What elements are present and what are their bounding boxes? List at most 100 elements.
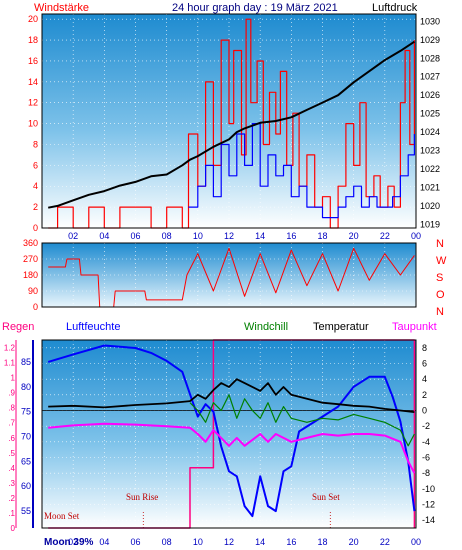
- x-tick-label: 06: [130, 537, 140, 547]
- rain-tick-label: 1: [11, 374, 16, 383]
- rain-tick-label: .2: [8, 494, 15, 503]
- x-tick-label: 20: [349, 537, 359, 547]
- humidity-axis-ticks: 55 60 65 70 75 80 85: [21, 357, 31, 516]
- windchill-line: [189, 394, 415, 447]
- x-tick-label: 12: [224, 537, 234, 547]
- x-tick-label: 14: [255, 537, 265, 547]
- x-tick-label: 20: [349, 231, 359, 241]
- sun-rise-annotation: Sun Rise: [126, 492, 158, 502]
- rain-tick-label: .7: [8, 419, 15, 428]
- wind-panel-x-ticks: 02 04 06 08 10 12 14 16 18 20 22 00: [68, 231, 421, 241]
- wind-tick-label: 10: [28, 119, 38, 129]
- compass-letter: N: [436, 238, 444, 250]
- pressure-tick-label: 1020: [420, 201, 440, 211]
- rain-tick-label: .9: [8, 389, 15, 398]
- windchill-label: Windchill: [244, 321, 288, 333]
- direction-tick-label: 270: [23, 254, 38, 264]
- x-tick-label: 10: [193, 537, 203, 547]
- x-tick-label: 04: [99, 537, 109, 547]
- rain-tick-label: 0: [11, 524, 16, 533]
- wind-tick-label: 8: [33, 139, 38, 149]
- header-right-label: Luftdruck: [372, 2, 418, 14]
- pressure-tick-label: 1028: [420, 53, 440, 63]
- x-tick-label: 18: [317, 231, 327, 241]
- x-tick-label: 08: [162, 537, 172, 547]
- direction-axis-ticks: 0 90 180 270 360: [23, 238, 38, 312]
- pressure-tick-label: 1026: [420, 90, 440, 100]
- pressure-tick-label: 1022: [420, 164, 440, 174]
- wind-direction-line: [48, 247, 415, 308]
- x-tick-label: 16: [286, 231, 296, 241]
- humidity-line: [47, 344, 416, 518]
- rain-label: Regen: [2, 321, 34, 333]
- x-tick-label: 00: [411, 231, 421, 241]
- temperature-axis-ticks: 8 6 4 2 0 -2 -4 -6 -8 -10 -12 -14: [422, 343, 435, 525]
- pressure-tick-label: 1023: [420, 146, 440, 156]
- header-left-label: Windstärke: [34, 2, 89, 14]
- temperature-tick-label: 0: [422, 406, 427, 416]
- x-tick-label: 18: [317, 537, 327, 547]
- direction-tick-label: 180: [23, 270, 38, 280]
- humidity-tick-label: 65: [21, 456, 31, 466]
- pressure-tick-label: 1024: [420, 127, 440, 137]
- x-tick-label: 08: [162, 231, 172, 241]
- wind-tick-label: 18: [28, 35, 38, 45]
- sun-set-annotation: Sun Set: [312, 492, 340, 502]
- pressure-tick-label: 1019: [420, 219, 440, 229]
- compass-letter: S: [436, 272, 443, 284]
- x-tick-label: 22: [380, 537, 390, 547]
- x-tick-label: 10: [193, 231, 203, 241]
- temperature-tick-label: -10: [422, 484, 435, 494]
- x-tick-label: 12: [224, 231, 234, 241]
- humidity-tick-label: 85: [21, 357, 31, 367]
- temperature-label: Temperatur: [313, 321, 369, 333]
- rain-tick-label: 1.2: [4, 344, 16, 353]
- temperature-panel-frame: [41, 339, 417, 529]
- temperature-tick-label: -4: [422, 437, 430, 447]
- x-tick-label: 02: [68, 537, 78, 547]
- temperature-tick-label: 2: [422, 390, 427, 400]
- wind-tick-label: 12: [28, 98, 38, 108]
- pressure-tick-label: 1030: [420, 16, 440, 26]
- header-title: 24 hour graph day : 19 März 2021: [172, 2, 338, 14]
- pressure-tick-label: 1027: [420, 72, 440, 82]
- dewpoint-label: Taupunkt: [392, 321, 437, 333]
- direction-panel-grid: [42, 242, 417, 308]
- temperature-tick-label: 6: [422, 359, 427, 369]
- wind-axis-ticks: 0 2 4 6 8 10 12 14 16 18 20: [28, 14, 38, 233]
- direction-tick-label: 360: [23, 238, 38, 248]
- wind-tick-label: 0: [33, 223, 38, 233]
- x-tick-label: 22: [380, 231, 390, 241]
- compass-letter: N: [436, 306, 444, 318]
- pressure-tick-label: 1025: [420, 109, 440, 119]
- humidity-label: Luftfeuchte: [66, 321, 120, 333]
- moon-set-annotation: Moon Set: [44, 511, 80, 521]
- temperature-tick-label: -6: [422, 453, 430, 463]
- temperature-tick-label: 8: [422, 343, 427, 353]
- wind-tick-label: 6: [33, 160, 38, 170]
- rain-tick-label: .3: [8, 479, 15, 488]
- x-tick-label: 14: [255, 231, 265, 241]
- wind-gust-line: [188, 123, 415, 219]
- compass-letter: W: [436, 255, 447, 267]
- pressure-axis-ticks: 1019 1020 1021 1022 1023 1024 1025 1026 1027 1028…: [420, 16, 440, 229]
- temperature-tick-label: -12: [422, 500, 435, 510]
- humidity-tick-label: 80: [21, 382, 31, 392]
- moon-percent-annotation: Moon 39%: [44, 537, 94, 548]
- wind-tick-label: 14: [28, 77, 38, 87]
- compass-letter: O: [436, 289, 445, 301]
- rain-tick-label: .8: [8, 404, 15, 413]
- wind-panel-series: [48, 18, 415, 229]
- x-tick-label: 06: [130, 231, 140, 241]
- x-tick-label: 00: [411, 537, 421, 547]
- direction-tick-label: 0: [33, 302, 38, 312]
- direction-panel-series: [48, 247, 415, 308]
- pressure-tick-label: 1029: [420, 35, 440, 45]
- temperature-panel-x-ticks: 02 04 06 08 10 12 14 16 18 20 22 00: [68, 537, 421, 547]
- dewpoint-line: [48, 422, 416, 474]
- wind-tick-label: 16: [28, 56, 38, 66]
- humidity-tick-label: 75: [21, 407, 31, 417]
- humidity-tick-label: 55: [21, 506, 31, 516]
